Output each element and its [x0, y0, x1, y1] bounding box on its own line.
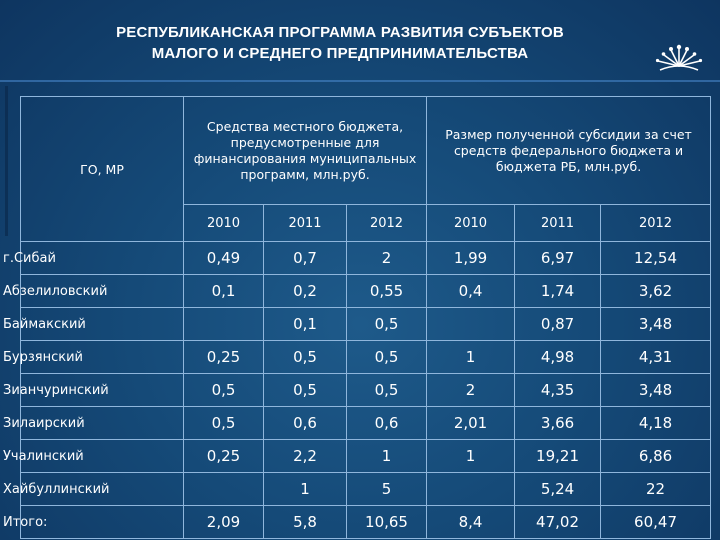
value-cell: 3,48 — [600, 373, 712, 407]
value-cell: 0,6 — [345, 406, 428, 440]
value-cell: 47,02 — [514, 505, 602, 539]
value-cell — [426, 307, 516, 341]
year-header: 2010 — [183, 204, 264, 242]
value-cell: 0,5 — [183, 406, 264, 440]
row-municipality-name: Бурзянский — [2, 340, 166, 374]
value-cell: 60,47 — [600, 505, 712, 539]
value-cell: 22 — [600, 472, 712, 506]
value-cell: 3,66 — [514, 406, 602, 440]
value-cell: 19,21 — [514, 439, 602, 473]
value-cell: 5,24 — [514, 472, 602, 506]
year-header: 2011 — [514, 204, 602, 242]
value-cell: 1,74 — [514, 274, 602, 308]
value-cell: 3,62 — [600, 274, 712, 308]
table-row: Учалинский 0,25 2,2 1 1 19,21 6,86 — [2, 439, 712, 473]
value-cell: 0,25 — [183, 439, 264, 473]
row-municipality-name: Зилаирский — [2, 406, 166, 440]
row-municipality-name: Хайбуллинский — [2, 472, 166, 506]
value-cell: 4,98 — [514, 340, 602, 374]
row-municipality-name: Зианчуринский — [2, 373, 166, 407]
value-cell: 2,01 — [426, 406, 516, 440]
year-header: 2011 — [263, 204, 347, 242]
value-cell: 2,2 — [263, 439, 347, 473]
value-cell: 3,48 — [600, 307, 712, 341]
value-cell: 8,4 — [426, 505, 516, 539]
value-cell: 0,5 — [345, 373, 428, 407]
value-cell — [183, 307, 264, 341]
side-accent-bar — [5, 86, 8, 236]
year-header: 2012 — [345, 204, 428, 242]
value-cell: 1 — [263, 472, 347, 506]
value-cell: 0,1 — [263, 307, 347, 341]
value-cell: 10,65 — [345, 505, 428, 539]
value-cell — [426, 472, 516, 506]
value-cell: 2,09 — [183, 505, 264, 539]
row-municipality-name: г.Сибай — [2, 241, 166, 275]
value-cell: 12,54 — [600, 241, 712, 275]
value-cell: 0,5 — [263, 340, 347, 374]
value-cell: 0,25 — [183, 340, 264, 374]
value-cell: 0,5 — [183, 373, 264, 407]
value-cell: 0,2 — [263, 274, 347, 308]
value-cell: 0,1 — [183, 274, 264, 308]
row-municipality-name: Баймакский — [2, 307, 166, 341]
kurai-flower-emblem-icon — [655, 44, 703, 71]
table-row: Итого: 2,09 5,8 10,65 8,4 47,02 60,47 — [2, 505, 712, 539]
value-cell: 0,5 — [263, 373, 347, 407]
value-cell: 2 — [345, 241, 428, 275]
column-group-federal-subsidy: Размер полученной субсидии за счет средс… — [426, 96, 712, 205]
value-cell: 1 — [426, 439, 516, 473]
column-group-local-budget: Средства местного бюджета, предусмотренн… — [182, 96, 428, 205]
value-cell: 0,87 — [514, 307, 602, 341]
value-cell: 4,18 — [600, 406, 712, 440]
value-cell: 1 — [426, 340, 516, 374]
value-cell — [183, 472, 264, 506]
value-cell: 0,5 — [345, 340, 428, 374]
value-cell: 0,5 — [345, 307, 428, 341]
value-cell: 6,86 — [600, 439, 712, 473]
subsidy-table: ГО, МР Средства местного бюджета, предус… — [2, 96, 712, 539]
table-row: Абзелиловский 0,1 0,2 0,55 0,4 1,74 3,62 — [2, 274, 712, 308]
value-cell: 2 — [426, 373, 516, 407]
table-row: Хайбуллинский 1 5 5,24 22 — [2, 472, 712, 506]
row-municipality-name: Абзелиловский — [2, 274, 166, 308]
slide-title: РЕСПУБЛИКАНСКАЯ ПРОГРАММА РАЗВИТИЯ СУБЪЕ… — [60, 22, 620, 64]
value-cell: 0,7 — [263, 241, 347, 275]
title-divider — [0, 80, 720, 82]
value-cell: 5,8 — [263, 505, 347, 539]
year-header: 2012 — [600, 204, 712, 242]
value-cell: 1 — [345, 439, 428, 473]
value-cell: 6,97 — [514, 241, 602, 275]
title-line-1: РЕСПУБЛИКАНСКАЯ ПРОГРАММА РАЗВИТИЯ СУБЪЕ… — [116, 24, 564, 41]
table-row: Зианчуринский 0,5 0,5 0,5 2 4,35 3,48 — [2, 373, 712, 407]
title-line-2: МАЛОГО И СРЕДНЕГО ПРЕДПРИНИМАТЕЛЬСТВА — [151, 45, 529, 62]
row-municipality-name: Учалинский — [2, 439, 166, 473]
value-cell: 4,35 — [514, 373, 602, 407]
value-cell: 1,99 — [426, 241, 516, 275]
column-header-municipality: ГО, МР — [20, 96, 184, 242]
year-header: 2010 — [426, 204, 516, 242]
value-cell: 0,6 — [263, 406, 347, 440]
value-cell: 0,4 — [426, 274, 516, 308]
value-cell: 4,31 — [600, 340, 712, 374]
table-body: г.Сибай 0,49 0,7 2 1,99 6,97 12,54 Абзелиловски… — [2, 241, 712, 539]
table-row: Бурзянский 0,25 0,5 0,5 1 4,98 4,31 — [2, 340, 712, 374]
table-row: Зилаирский 0,5 0,6 0,6 2,01 3,66 4,18 — [2, 406, 712, 440]
table-row: г.Сибай 0,49 0,7 2 1,99 6,97 12,54 — [2, 241, 712, 275]
value-cell: 5 — [345, 472, 428, 506]
table-row: Баймакский 0,1 0,5 0,87 3,48 — [2, 307, 712, 341]
value-cell: 0,55 — [345, 274, 428, 308]
row-municipality-name: Итого: — [2, 505, 166, 539]
value-cell: 0,49 — [183, 241, 264, 275]
